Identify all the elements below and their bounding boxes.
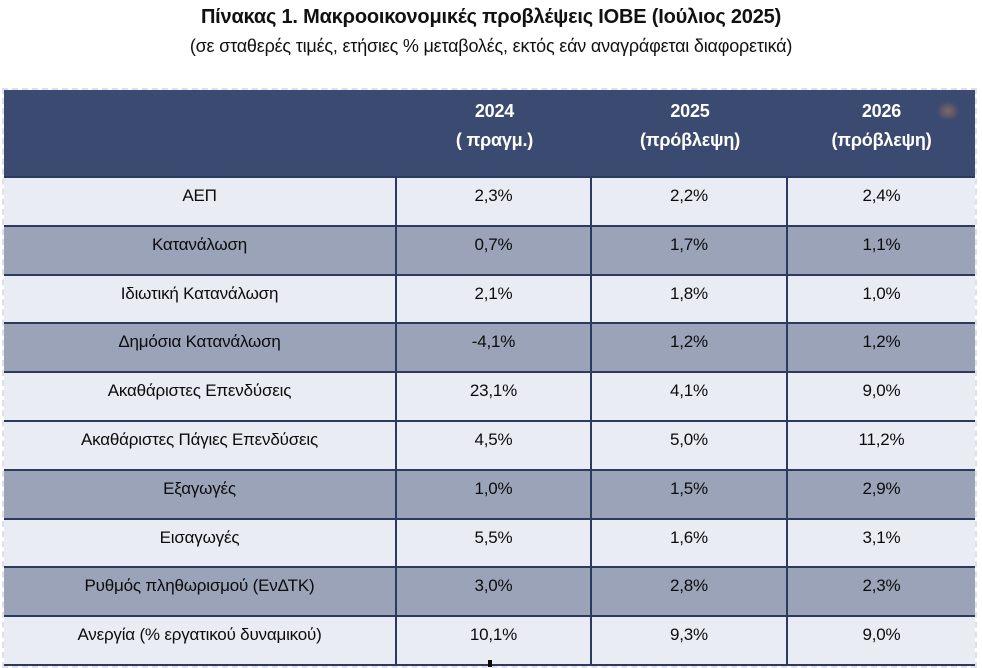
table-row: Δημόσια Κατανάλωση -4,1% 1,2% 1,2% bbox=[4, 322, 975, 372]
row-value: 1,2% bbox=[592, 324, 788, 372]
table-row: Εισαγωγές 5,5% 1,6% 3,1% bbox=[4, 517, 975, 567]
row-value: 1,2% bbox=[862, 332, 901, 352]
row-value: 2,1% bbox=[397, 275, 592, 323]
cutoff-text-mark bbox=[488, 660, 492, 667]
header-note: ( πραγμ.) bbox=[455, 130, 534, 150]
row-value: 3,0% bbox=[397, 568, 592, 616]
row-value: 23,1% bbox=[397, 373, 592, 420]
header-year: 2026 bbox=[861, 101, 902, 121]
row-value: 11,2% bbox=[858, 429, 905, 449]
table-row: Ανεργία (% εργατικού δυναμικού) 10,1% 9,… bbox=[4, 615, 975, 666]
row-value: -4,1% bbox=[397, 324, 592, 372]
table-row: ΑΕΠ 2,3% 2,2% 2,4% bbox=[4, 176, 975, 225]
header-cell-2024: 2024 ( πραγμ.) bbox=[397, 90, 592, 176]
row-value: 2,3% bbox=[397, 178, 592, 225]
row-label: Εισαγωγές bbox=[4, 519, 397, 567]
row-value: 1,5% bbox=[592, 470, 788, 518]
row-value: 9,3% bbox=[592, 617, 788, 664]
header-year: 2025 bbox=[670, 101, 710, 121]
header-cell-2025: 2025 (πρόβλεψη) bbox=[592, 90, 788, 176]
row-value: 1,8% bbox=[592, 275, 788, 323]
row-value: 4,1% bbox=[592, 373, 788, 420]
row-label: Ακαθάριστες Επενδύσεις bbox=[4, 373, 397, 420]
row-label: Δημόσια Κατανάλωση bbox=[4, 324, 397, 372]
row-value: 2,3% bbox=[862, 576, 901, 596]
row-value: 2,2% bbox=[592, 178, 788, 225]
row-label: Ρυθμός πληθωρισμού (ΕνΔΤΚ) bbox=[4, 568, 397, 616]
row-value: 4,5% bbox=[397, 421, 592, 469]
row-value: 2,4% bbox=[862, 186, 901, 205]
row-value: 0,7% bbox=[397, 226, 592, 274]
table-row: Εξαγωγές 1,0% 1,5% 2,9% bbox=[4, 468, 975, 518]
row-label: ΑΕΠ bbox=[4, 178, 397, 225]
row-label: Ιδιωτική Κατανάλωση bbox=[4, 275, 397, 323]
row-value: 1,7% bbox=[592, 226, 788, 274]
table-row: Ιδιωτική Κατανάλωση 2,1% 1,8% 1,0% bbox=[4, 273, 975, 323]
row-value: 1,1% bbox=[862, 234, 901, 254]
cursor-smudge-artifact bbox=[936, 101, 960, 121]
table-row: Κατανάλωση 0,7% 1,7% 1,1% bbox=[4, 224, 975, 274]
page-subtitle: (σε σταθερές τιμές, ετήσιες % μεταβολές,… bbox=[189, 36, 793, 56]
row-value: 2,9% bbox=[862, 478, 901, 498]
table-header-row: 2024 ( πραγμ.) 2025 (πρόβλεψη) 2026 (πρό… bbox=[4, 90, 975, 176]
row-label: Κατανάλωση bbox=[4, 226, 397, 274]
row-value: 3,1% bbox=[862, 527, 901, 547]
macro-forecast-table: 2024 ( πραγμ.) 2025 (πρόβλεψη) 2026 (πρό… bbox=[2, 88, 977, 668]
row-value: 1,0% bbox=[862, 283, 901, 303]
row-label: Ακαθάριστες Πάγιες Επενδύσεις bbox=[4, 421, 397, 469]
header-note: (πρόβλεψη) bbox=[831, 130, 932, 150]
row-value: 10,1% bbox=[397, 617, 592, 664]
row-label: Ανεργία (% εργατικού δυναμικού) bbox=[4, 617, 397, 664]
header-note: (πρόβλεψη) bbox=[640, 130, 740, 150]
table-row: Ακαθάριστες Επενδύσεις 23,1% 4,1% 9,0% bbox=[4, 371, 975, 420]
row-label: Εξαγωγές bbox=[4, 470, 397, 518]
row-value: 1,0% bbox=[397, 470, 592, 518]
row-value: 2,8% bbox=[592, 568, 788, 616]
row-value: 9,0% bbox=[862, 381, 901, 401]
header-year: 2024 bbox=[474, 101, 515, 121]
row-value: 9,0% bbox=[862, 625, 901, 645]
row-value: 1,6% bbox=[592, 519, 788, 567]
table-row: Ρυθμός πληθωρισμού (ΕνΔΤΚ) 3,0% 2,8% 2,3… bbox=[4, 566, 975, 616]
table-row: Ακαθάριστες Πάγιες Επενδύσεις 4,5% 5,0% … bbox=[4, 419, 975, 469]
row-value: 5,5% bbox=[397, 519, 592, 567]
header-cell-empty bbox=[4, 90, 397, 176]
row-value: 5,0% bbox=[592, 421, 788, 469]
page-title: Πίνακας 1. Μακροοικονομικές προβλέψεις Ι… bbox=[200, 6, 782, 28]
header-cell-2026: 2026 (πρόβλεψη) bbox=[788, 90, 975, 176]
